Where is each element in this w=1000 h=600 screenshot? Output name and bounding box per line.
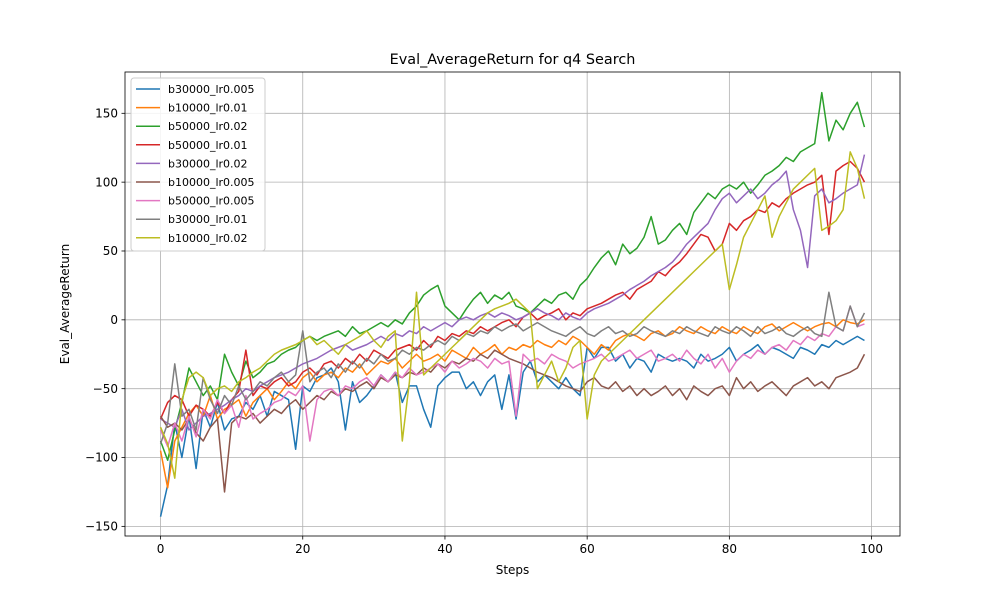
- series-line-b30000_lr0.01: [159, 291, 866, 444]
- series-line-b10000_lr0.01: [159, 319, 865, 489]
- y-axis-label: Eval_AverageReturn: [58, 244, 72, 364]
- legend-label: b50000_lr0.02: [168, 120, 248, 133]
- x-axis-label: Steps: [496, 563, 530, 577]
- y-tick-label: −150: [85, 520, 118, 534]
- series-line-b10000_lr0.02: [159, 151, 866, 479]
- series-line-b50000_lr0.02: [159, 91, 866, 462]
- series-line-b10000_lr0.005: [159, 349, 866, 493]
- x-tick-label: 100: [860, 542, 883, 556]
- series-line-b30000_lr0.005: [159, 335, 865, 517]
- legend-box: [130, 77, 266, 252]
- x-tick-label: 40: [437, 542, 452, 556]
- legend-label: b10000_lr0.01: [168, 102, 248, 115]
- legend-label: b30000_lr0.01: [168, 213, 248, 226]
- legend-label: b30000_lr0.02: [168, 157, 248, 170]
- series-line-b50000_lr0.005: [159, 305, 865, 448]
- x-tick-label: 0: [157, 542, 165, 556]
- x-tick-label: 60: [580, 542, 595, 556]
- chart-title: Eval_AverageReturn for q4 Search: [390, 52, 636, 68]
- legend-label: b10000_lr0.02: [168, 232, 248, 245]
- y-tick-label: 0: [110, 313, 118, 327]
- axis-ticks: 0 20 40 60 80 100 −150 −100 −50 0 50 100 150: [85, 107, 883, 556]
- y-tick-label: −50: [93, 382, 118, 396]
- legend-label: b10000_lr0.005: [168, 176, 255, 189]
- legend-label: b50000_lr0.01: [168, 139, 248, 152]
- plot-area-frame: [124, 71, 901, 537]
- legend-label: b30000_lr0.005: [168, 83, 255, 96]
- y-tick-label: 150: [95, 107, 118, 121]
- x-tick-label: 80: [722, 542, 737, 556]
- x-tick-label: 20: [295, 542, 310, 556]
- legend: b30000_lr0.005 b10000_lr0.01 b50000_lr0.02…: [130, 77, 266, 252]
- legend-label: b50000_lr0.005: [168, 195, 255, 208]
- series-line-b50000_lr0.01: [159, 160, 866, 420]
- series-line-b30000_lr0.02: [160, 154, 866, 431]
- series-lines: [159, 91, 866, 517]
- y-tick-label: 100: [95, 175, 118, 189]
- y-tick-label: 50: [103, 244, 118, 258]
- y-tick-label: −100: [85, 451, 118, 465]
